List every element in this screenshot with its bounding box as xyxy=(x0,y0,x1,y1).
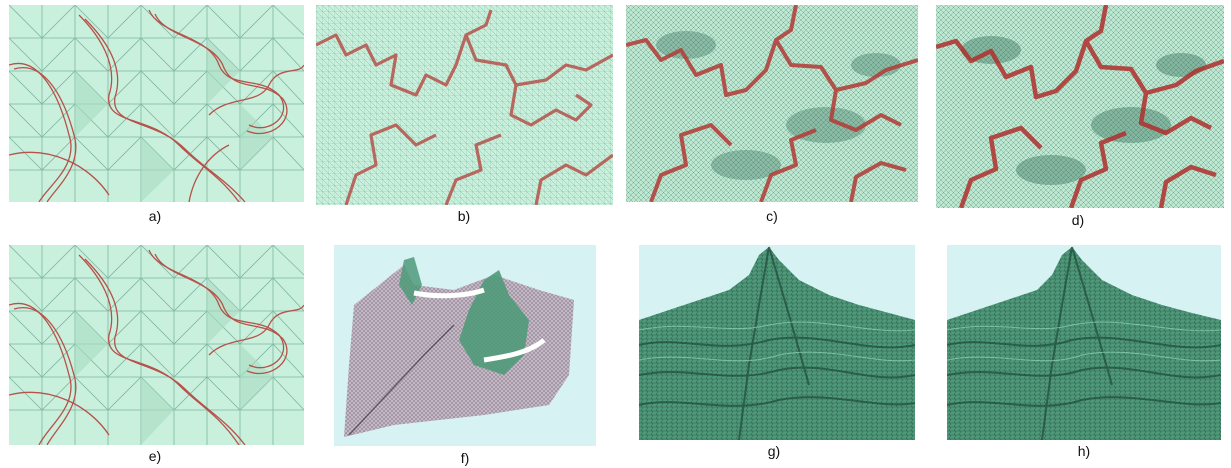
panel-d-image xyxy=(936,5,1224,208)
caption-g: g) xyxy=(767,443,781,459)
caption-f: f) xyxy=(460,450,470,466)
panel-b xyxy=(316,5,613,205)
panel-g xyxy=(639,245,915,440)
panel-e-image xyxy=(9,245,304,445)
panel-c xyxy=(626,5,918,202)
panel-b-image xyxy=(316,5,613,205)
caption-c: c) xyxy=(766,208,778,224)
panel-h xyxy=(947,245,1221,440)
panel-d xyxy=(936,5,1224,208)
caption-d: d) xyxy=(1071,212,1085,228)
panel-a-image xyxy=(9,5,304,202)
panel-h-image xyxy=(947,245,1221,440)
panel-f xyxy=(334,245,596,446)
caption-a: a) xyxy=(148,208,162,224)
caption-e: e) xyxy=(148,448,162,464)
caption-b: b) xyxy=(457,208,471,224)
panel-e xyxy=(9,245,304,445)
panel-a xyxy=(9,5,304,202)
caption-h: h) xyxy=(1077,443,1091,459)
panel-f-image xyxy=(334,245,596,446)
panel-g-image xyxy=(639,245,915,440)
panel-c-image xyxy=(626,5,918,202)
